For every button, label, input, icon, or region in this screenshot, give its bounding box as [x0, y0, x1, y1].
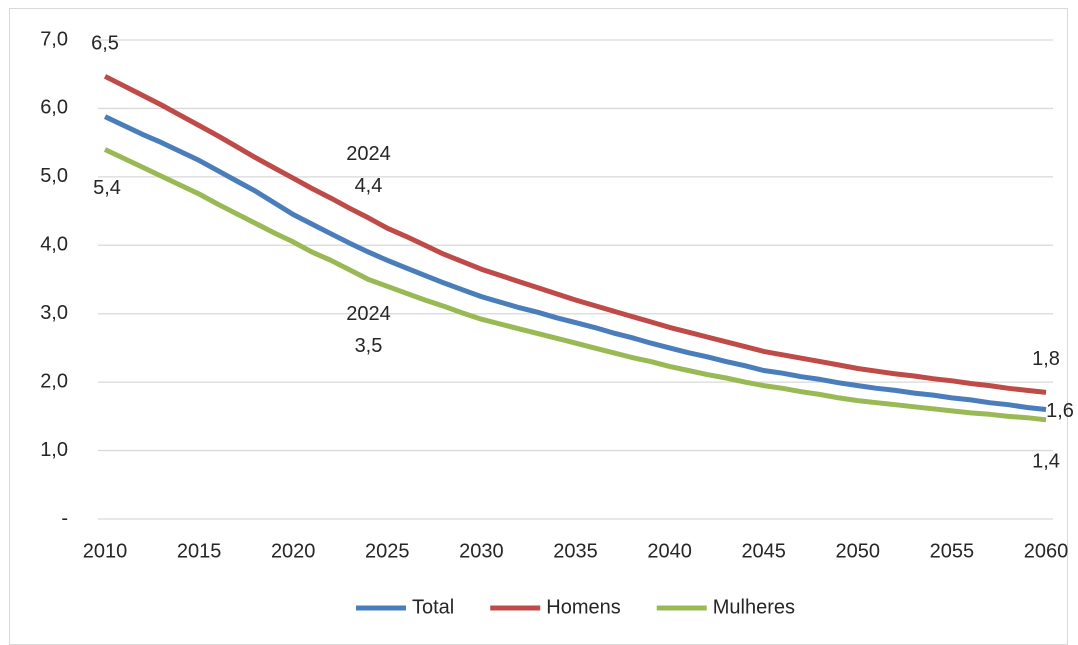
annotation: 6,5 [91, 32, 119, 54]
legend-label: Mulheres [713, 596, 795, 618]
y-tick-label: 6,0 [40, 97, 68, 119]
x-tick-label: 2055 [930, 540, 975, 562]
y-tick-label: 2,0 [40, 370, 68, 392]
x-tick-label: 2060 [1024, 540, 1069, 562]
series-line [103, 114, 1047, 412]
x-tick-label: 2045 [741, 540, 786, 562]
x-tick-label: 2025 [365, 540, 410, 562]
chart-frame [9, 8, 1068, 645]
y-tick-label: - [61, 507, 68, 529]
y-tick-label: 4,0 [40, 234, 68, 256]
x-tick-label: 2020 [271, 540, 316, 562]
legend-label: Homens [546, 596, 620, 618]
x-tick-label: 2050 [836, 540, 881, 562]
x-tick-label: 2010 [83, 540, 128, 562]
annotation: 2024 [346, 303, 391, 325]
annotation: 1,6 [1046, 400, 1074, 422]
annotation: 3,5 [355, 335, 383, 357]
annotation: 1,8 [1032, 348, 1060, 370]
series-line [103, 74, 1047, 395]
y-tick-label: 7,0 [40, 28, 68, 50]
x-tick-label: 2040 [647, 540, 692, 562]
legend-label: Total [412, 596, 454, 618]
y-tick-label: 5,0 [40, 165, 68, 187]
x-tick-label: 2035 [553, 540, 598, 562]
annotation: 4,4 [355, 175, 383, 197]
annotation: 5,4 [93, 177, 121, 199]
y-tick-label: 1,0 [40, 439, 68, 461]
x-tick-label: 2030 [459, 540, 504, 562]
x-tick-label: 2015 [177, 540, 222, 562]
y-tick-label: 3,0 [40, 302, 68, 324]
annotation: 2024 [346, 143, 391, 165]
series-line [103, 147, 1047, 423]
annotation: 1,4 [1032, 450, 1060, 472]
